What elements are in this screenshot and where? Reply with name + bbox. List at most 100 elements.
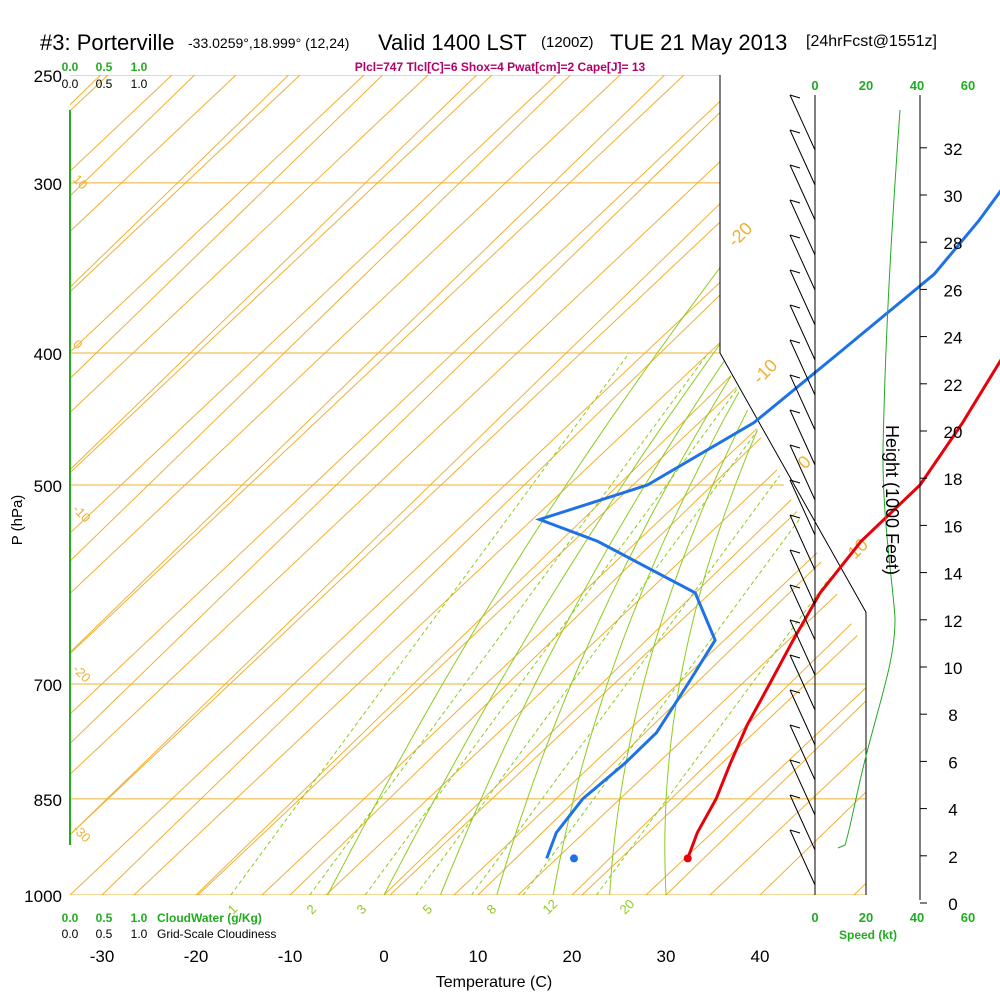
dry-adiabat-line xyxy=(70,75,749,895)
wind-speed-tick-top: 0 xyxy=(811,78,818,93)
y-axis-label: P (hPa) xyxy=(9,495,26,546)
mixing-ratio-label: 5 xyxy=(420,901,436,917)
dewpoint-profile xyxy=(535,189,1000,859)
isotherm-line xyxy=(70,75,853,895)
wind-barb xyxy=(789,479,816,536)
isotherm-line xyxy=(70,75,383,895)
wind-barb-flag xyxy=(789,94,801,99)
mixing-ratio-line xyxy=(364,352,765,895)
height-tick-label: 24 xyxy=(944,329,963,348)
isotherm-line xyxy=(571,75,866,895)
wind-barb-flag xyxy=(789,409,801,414)
wind-barb-flag xyxy=(789,199,801,204)
wind-barb xyxy=(789,234,816,291)
dry-adiabat-line xyxy=(70,75,237,895)
pressure-tick-label: 250 xyxy=(34,67,62,86)
wind-barb-flag xyxy=(789,619,801,624)
height-tick-label: 10 xyxy=(944,659,963,678)
pressure-tick-label: 700 xyxy=(34,676,62,695)
dry-adiabat-line xyxy=(70,75,813,895)
wind-barb xyxy=(789,409,816,466)
wind-speed-tick-bottom: 0 xyxy=(811,910,818,925)
plot-area xyxy=(70,75,866,895)
cloudiness-tick-top: 1.0 xyxy=(131,77,148,91)
wind-barb-flag xyxy=(789,164,801,169)
wind-barb xyxy=(789,794,816,851)
isotherm-line xyxy=(70,75,665,895)
mixing-ratio-line xyxy=(309,352,709,895)
cloudwater-tick-top: 0.0 xyxy=(62,60,79,74)
pressure-tick-label: 500 xyxy=(34,477,62,496)
height-axis-label: Height (1000 Feet) xyxy=(882,425,902,575)
wind-barb-flag xyxy=(789,794,801,799)
height-tick-label: 26 xyxy=(944,281,963,300)
forecast-info: [24hrFcst@1551z] xyxy=(806,33,937,50)
wind-speed-label: Speed (kt) xyxy=(839,928,897,942)
forecast-date: TUE 21 May 2013 xyxy=(610,30,788,55)
height-tick-label: 22 xyxy=(944,376,963,395)
temperature-tick-label: 0 xyxy=(379,947,388,966)
height-tick-label: 32 xyxy=(944,140,963,159)
cloudwater-tick-top: 1.0 xyxy=(131,60,148,74)
utc-time: (1200Z) xyxy=(541,34,594,51)
wind-barb xyxy=(789,199,816,256)
moist-adiabat-curve xyxy=(327,75,866,895)
isotherm-line xyxy=(70,75,289,895)
wind-speed-tick-bottom: 60 xyxy=(961,910,975,925)
dry-adiabat-line xyxy=(517,75,866,895)
valid-time: Valid 1400 LST xyxy=(378,30,527,55)
wind-barb xyxy=(789,549,816,606)
station-title: #3: Porterville xyxy=(40,30,175,55)
mixing-ratio-line xyxy=(596,352,866,895)
wind-speed-tick-bottom: 20 xyxy=(859,910,873,925)
wind-barb-flag xyxy=(789,584,801,589)
temperature-tick-label: 40 xyxy=(751,947,770,966)
dry-adiabat-line xyxy=(70,75,365,895)
dry-adiabat-line xyxy=(70,75,301,895)
dry-adiabat-line xyxy=(261,75,866,895)
wind-barb xyxy=(789,94,816,151)
surface-dewpoint-marker xyxy=(569,854,578,863)
dry-adiabat-line xyxy=(70,75,493,895)
wind-barb xyxy=(789,689,816,746)
wind-barb-flag xyxy=(789,304,801,309)
title-bar: #3: Porterville -33.0259°,18.999° (12,24… xyxy=(0,30,1000,58)
dry-adiabat-line xyxy=(709,75,866,895)
x-axis-label: Temperature (C) xyxy=(436,974,552,991)
dry-adiabat-label: -10 xyxy=(70,502,94,526)
height-tick-label: 30 xyxy=(944,187,963,206)
wind-barb xyxy=(789,584,816,641)
pressure-tick-label: 1000 xyxy=(24,887,62,906)
height-tick-label: 8 xyxy=(948,706,957,725)
mixing-ratio-label: 12 xyxy=(540,896,561,917)
temperature-tick-label: 20 xyxy=(563,947,582,966)
temperature-tick-label: 10 xyxy=(469,947,488,966)
wind-barb xyxy=(789,339,816,396)
temperature-tick-label: 30 xyxy=(657,947,676,966)
cloudwater-label: CloudWater (g/Kg) xyxy=(157,911,262,925)
wind-barb-flag xyxy=(789,689,801,694)
dry-adiabat-line xyxy=(645,75,866,895)
cloudiness-tick-bottom: 0.0 xyxy=(62,927,79,941)
height-tick-label: 12 xyxy=(944,612,963,631)
wind-speed-tick-top: 60 xyxy=(961,78,975,93)
height-tick-label: 6 xyxy=(948,753,957,772)
wind-barb-flag xyxy=(789,269,801,274)
isotherm-line xyxy=(70,75,759,895)
wind-barb-flag xyxy=(789,339,801,344)
temperature-profile xyxy=(686,358,1000,859)
mixing-ratio-label: 8 xyxy=(484,901,500,917)
wind-speed-tick-bottom: 40 xyxy=(910,910,924,925)
height-tick-label: 14 xyxy=(944,565,963,584)
dry-adiabat-line xyxy=(70,75,557,895)
height-tick-label: 20 xyxy=(944,423,963,442)
wind-barb-flag xyxy=(789,549,801,554)
temperature-tick-label: -20 xyxy=(184,947,209,966)
dry-adiabat-line xyxy=(325,75,866,895)
mixing-ratio-label: 2 xyxy=(304,901,320,917)
cloudwater-tick-bottom: 1.0 xyxy=(131,911,148,925)
wind-barb-flag xyxy=(789,514,801,519)
wind-barb-flag xyxy=(789,129,801,134)
wind-barb-flag xyxy=(789,234,801,239)
cloudwater-tick-top: 0.5 xyxy=(96,60,113,74)
